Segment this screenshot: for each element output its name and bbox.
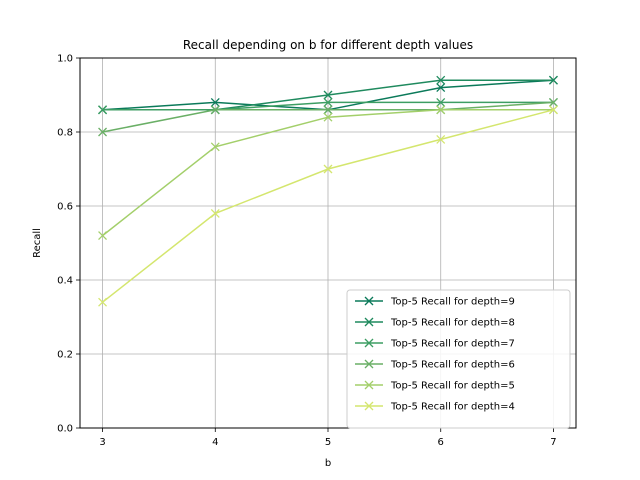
x-axis-label: b — [325, 458, 331, 469]
legend-label: Top-5 Recall for depth=6 — [390, 360, 515, 371]
data-point-marker — [436, 75, 446, 85]
series-6 — [98, 105, 558, 307]
data-point-marker — [436, 134, 446, 144]
data-point-marker — [323, 97, 333, 107]
legend: Top-5 Recall for depth=9 Top-5 Recall for… — [346, 289, 571, 429]
data-point-marker — [98, 297, 108, 307]
series-layer — [98, 75, 558, 307]
legend-label: Top-5 Recall for depth=9 — [390, 297, 515, 308]
data-point-marker — [436, 97, 446, 107]
data-point-marker — [323, 112, 333, 122]
chart-title: Recall depending on b for different dept… — [183, 38, 473, 52]
data-point-marker — [364, 359, 374, 369]
y-tick-label: 0.2 — [57, 350, 73, 361]
data-point-marker — [210, 105, 220, 115]
legend-label: Top-5 Recall for depth=8 — [390, 318, 515, 329]
legend-entry: Top-5 Recall for depth=9 — [355, 297, 515, 308]
legend-label: Top-5 Recall for depth=5 — [390, 381, 515, 392]
data-point-marker — [436, 83, 446, 93]
x-tick-label: 3 — [99, 437, 105, 448]
data-point-marker — [210, 142, 220, 152]
ticks: 3 4 5 6 7 0.0 0.2 0.4 0.6 0.8 1.0 — [57, 54, 557, 449]
data-point-marker — [210, 208, 220, 218]
data-point-marker — [548, 105, 558, 115]
data-point-marker — [548, 97, 558, 107]
legend-entry: Top-5 Recall for depth=4 — [355, 402, 515, 413]
legend-label: Top-5 Recall for depth=4 — [390, 402, 515, 413]
legend-entry: Top-5 Recall for depth=5 — [355, 381, 515, 392]
legend-box — [346, 289, 571, 429]
legend-entry: Top-5 Recall for depth=8 — [355, 318, 515, 329]
data-point-marker — [364, 401, 374, 411]
y-tick-label: 0.8 — [57, 128, 73, 139]
legend-label: Top-5 Recall for depth=7 — [390, 339, 515, 350]
data-point-marker — [436, 105, 446, 115]
data-point-marker — [210, 97, 220, 107]
data-point-marker — [98, 105, 108, 115]
y-tick-label: 0.6 — [57, 202, 73, 213]
data-point-marker — [98, 231, 108, 241]
y-tick-label: 1.0 — [57, 54, 73, 65]
x-tick-label: 5 — [325, 437, 331, 448]
data-point-marker — [323, 105, 333, 115]
data-point-marker — [323, 164, 333, 174]
data-point-marker — [98, 127, 108, 137]
data-point-marker — [364, 338, 374, 348]
legend-entry: Top-5 Recall for depth=7 — [355, 339, 515, 350]
y-axis-label: Recall — [32, 228, 43, 258]
x-tick-label: 6 — [438, 437, 444, 448]
legend-entry: Top-5 Recall for depth=6 — [355, 360, 515, 371]
x-tick-label: 4 — [212, 437, 218, 448]
y-tick-label: 0.0 — [57, 424, 73, 435]
y-tick-label: 0.4 — [57, 276, 73, 287]
data-point-marker — [323, 90, 333, 100]
data-point-marker — [364, 317, 374, 327]
data-point-marker — [364, 380, 374, 390]
x-tick-label: 7 — [550, 437, 556, 448]
data-point-marker — [364, 296, 374, 306]
data-point-marker — [548, 75, 558, 85]
